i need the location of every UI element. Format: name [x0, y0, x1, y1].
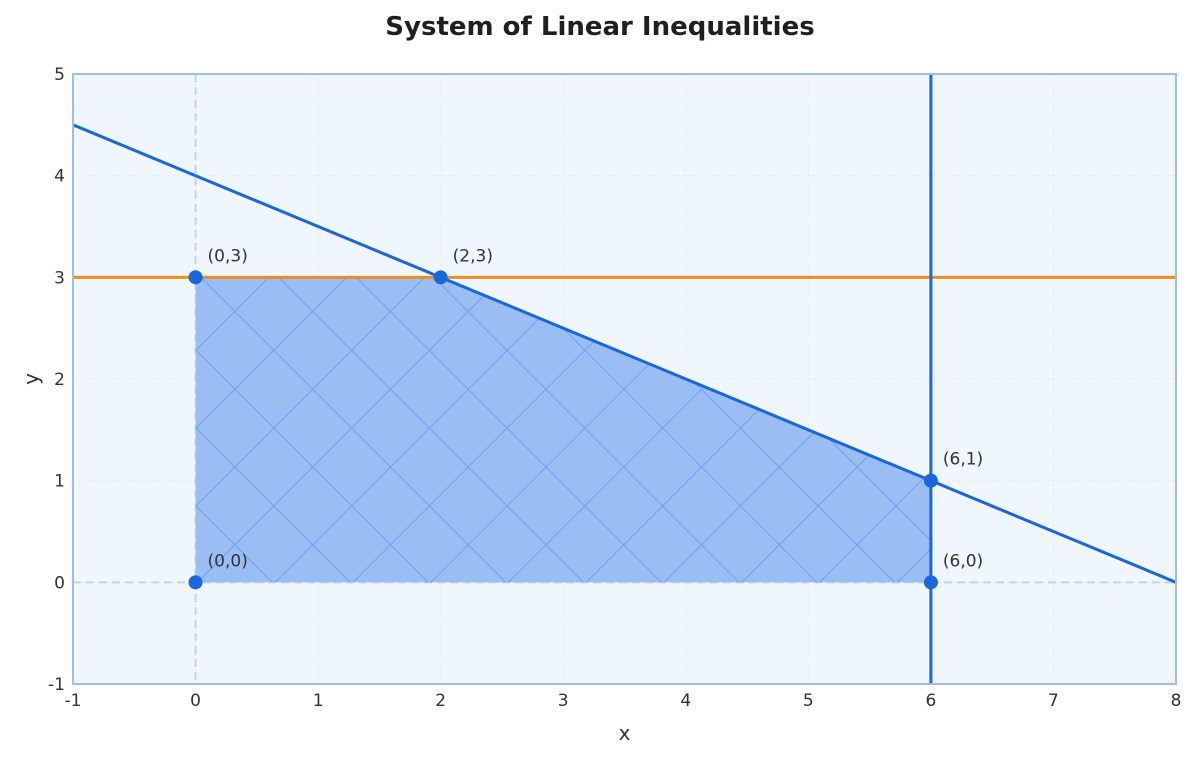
x-tick-label: 4 — [680, 691, 691, 711]
x-tick-label: 5 — [803, 691, 814, 711]
vertex-label: (2,3) — [453, 246, 493, 266]
vertex-point — [923, 473, 938, 488]
x-tick-label: 6 — [925, 691, 936, 711]
y-tick-label: 1 — [54, 472, 65, 492]
y-tick-label: 0 — [54, 573, 65, 593]
vertex-label: (6,1) — [943, 450, 983, 470]
vertex-label: (6,0) — [943, 551, 983, 571]
y-tick-label: 3 — [54, 268, 65, 288]
x-tick-label: 3 — [558, 691, 569, 711]
vertex-point — [188, 575, 203, 590]
plot-frame — [72, 73, 1177, 685]
x-tick-label: 0 — [190, 691, 201, 711]
y-tick-label: 2 — [54, 370, 65, 390]
x-tick-label: -1 — [65, 691, 82, 711]
x-tick-label: 8 — [1171, 691, 1182, 711]
y-axis-label: y — [19, 373, 43, 385]
x-tick-label: 2 — [435, 691, 446, 711]
constraint-line-1 — [73, 123, 1176, 584]
feasible-region — [195, 277, 931, 583]
x-tick-label: 7 — [1048, 691, 1059, 711]
y-tick-label: 5 — [54, 65, 65, 85]
x-axis-label: x — [619, 721, 631, 745]
vertex-label: (0,0) — [208, 551, 248, 571]
y-tick-label: 4 — [54, 167, 65, 187]
y-tick-label: -1 — [48, 675, 65, 695]
vertex-point — [923, 575, 938, 590]
vertex-point — [433, 270, 448, 285]
chart-title: System of Linear Inequalities — [385, 12, 815, 42]
vertex-label: (0,3) — [208, 246, 248, 266]
vertex-point — [188, 270, 203, 285]
x-tick-label: 1 — [313, 691, 324, 711]
